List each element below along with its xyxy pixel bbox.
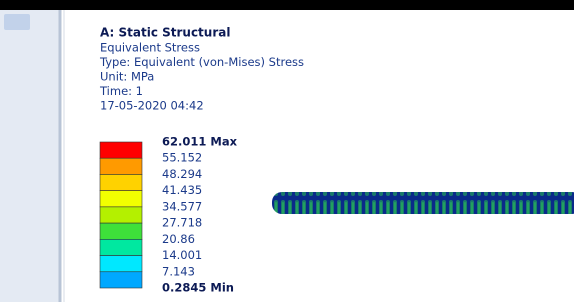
model-geometry[interactable] [272, 192, 574, 214]
legend-label: 14.001 [162, 248, 202, 262]
legend-swatch [100, 223, 142, 239]
info-line: Unit: MPa [100, 70, 154, 84]
legend-swatch [100, 272, 142, 288]
legend-swatch [100, 158, 142, 174]
info-line: 17-05-2020 04:42 [100, 99, 204, 113]
side-panel [0, 10, 60, 302]
panel-tab[interactable] [4, 14, 30, 30]
legend-label: 55.152 [162, 151, 202, 165]
top-bar [0, 0, 574, 10]
info-line: Type: Equivalent (von-Mises) Stress [99, 55, 304, 69]
legend-label: 41.435 [162, 183, 202, 197]
legend-swatch [100, 207, 142, 223]
screenshot: A: Static Structural Equivalent StressTy… [0, 0, 574, 302]
legend-swatch [100, 239, 142, 255]
legend-swatch [100, 191, 142, 207]
legend-swatch [100, 142, 142, 158]
legend-label: 7.143 [162, 264, 195, 278]
legend-label: 34.577 [162, 199, 202, 213]
info-line: Equivalent Stress [100, 41, 200, 55]
legend-label: 0.2845 Min [162, 281, 234, 295]
legend-label: 62.011 Max [162, 135, 238, 149]
info-line: Time: 1 [99, 84, 143, 98]
viewport: A: Static Structural Equivalent StressTy… [0, 0, 574, 302]
legend-label: 48.294 [162, 167, 202, 181]
legend-label: 20.86 [162, 232, 195, 246]
legend-label: 27.718 [162, 216, 202, 230]
legend-swatch [100, 174, 142, 190]
legend-swatch [100, 256, 142, 272]
title: A: Static Structural [100, 26, 230, 40]
